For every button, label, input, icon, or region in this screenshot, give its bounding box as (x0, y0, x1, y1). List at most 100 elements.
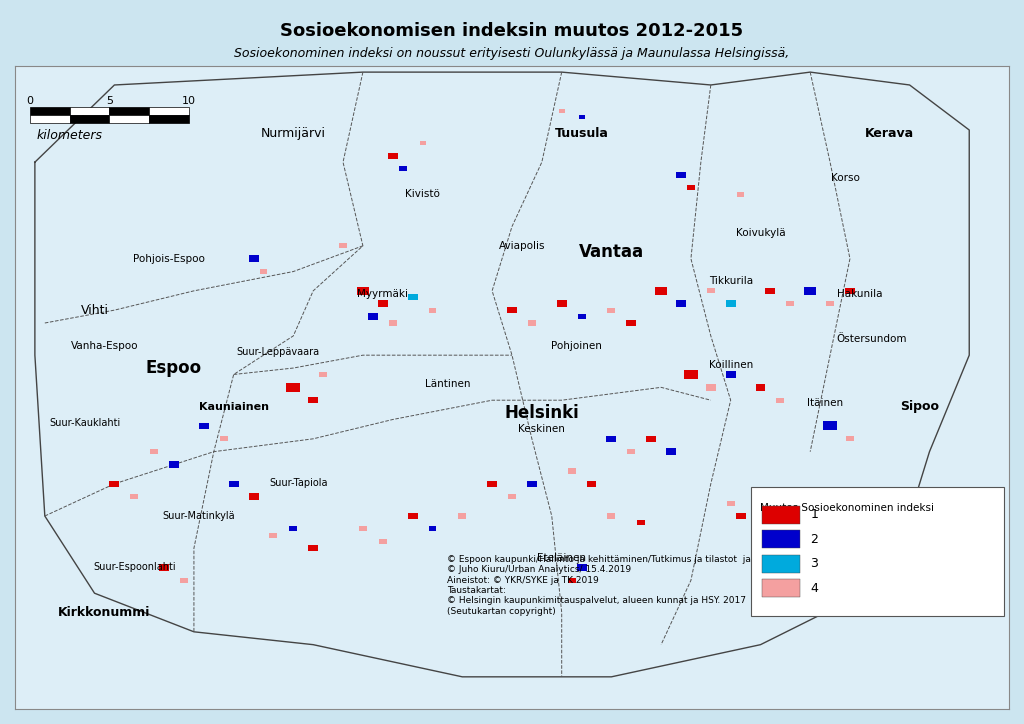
Bar (249, 494, 258, 500)
Text: Koillinen: Koillinen (709, 360, 753, 370)
Text: Pohjois-Espoo: Pohjois-Espoo (133, 253, 205, 264)
Bar (159, 564, 169, 571)
Text: Espoo: Espoo (146, 359, 202, 377)
Text: 2: 2 (810, 533, 818, 546)
Bar (408, 294, 418, 300)
Text: Korso: Korso (830, 173, 859, 183)
Text: Läntinen: Läntinen (425, 379, 470, 389)
Text: 4: 4 (810, 581, 818, 594)
Bar (607, 513, 615, 518)
Bar (567, 468, 575, 473)
Text: Vantaa: Vantaa (579, 243, 644, 261)
Bar (804, 287, 816, 295)
Bar (706, 384, 716, 390)
Bar (763, 579, 801, 597)
Bar (707, 288, 715, 293)
Bar (766, 287, 775, 294)
Text: Aviapolis: Aviapolis (499, 241, 545, 251)
Bar (607, 308, 615, 313)
Bar (786, 301, 795, 306)
Bar (388, 153, 397, 159)
Text: Vanha-Espoo: Vanha-Espoo (71, 340, 138, 350)
Bar (308, 397, 318, 403)
Bar (459, 513, 466, 518)
Bar (606, 436, 616, 442)
Bar (763, 530, 801, 548)
Text: Myyrmäki: Myyrmäki (357, 289, 409, 299)
Text: Östersundom: Östersundom (837, 334, 907, 344)
Bar (110, 107, 150, 115)
Bar (30, 107, 70, 115)
Bar (628, 449, 635, 454)
Text: Koivukylä: Koivukylä (735, 228, 785, 238)
Text: 5: 5 (105, 96, 113, 106)
Bar (646, 436, 656, 442)
Bar (666, 448, 676, 455)
Text: Itäinen: Itäinen (807, 398, 843, 408)
Bar (290, 526, 297, 531)
Text: Keskinen: Keskinen (518, 424, 565, 434)
Bar (379, 539, 387, 544)
Bar (655, 287, 667, 295)
Bar (846, 437, 854, 442)
Bar (389, 321, 396, 326)
Bar (637, 520, 645, 525)
Bar (508, 494, 516, 500)
Bar (627, 320, 636, 327)
Text: Hakunila: Hakunila (838, 289, 883, 299)
Bar (30, 115, 70, 123)
Bar (726, 300, 735, 307)
Bar (220, 437, 227, 442)
Bar (578, 314, 586, 319)
Text: 0: 0 (27, 96, 34, 106)
Bar (776, 397, 784, 403)
Bar (408, 513, 418, 519)
Bar (228, 481, 239, 487)
Bar (150, 115, 189, 123)
Bar (357, 287, 369, 295)
Bar (368, 313, 378, 320)
Bar (359, 526, 367, 531)
Bar (737, 192, 744, 197)
Bar (169, 461, 179, 468)
Text: Tuusula: Tuusula (555, 127, 608, 140)
Text: Helsinki: Helsinki (505, 404, 580, 422)
Bar (150, 107, 189, 115)
Bar (507, 307, 517, 313)
Text: Muutos Sosioekonominen indeksi: Muutos Sosioekonominen indeksi (761, 503, 935, 513)
Bar (845, 287, 855, 294)
Bar (756, 384, 766, 390)
Bar (676, 172, 686, 178)
Bar (130, 494, 138, 500)
Bar (587, 481, 597, 487)
Text: © Espoon kaupunki/Hallinto ja kehittäminen/Tutkimus ja tilastot  ja
© Juho Kiuru: © Espoon kaupunki/Hallinto ja kehittämin… (447, 555, 752, 615)
Text: Kirkkonummi: Kirkkonummi (58, 606, 151, 619)
Text: Pohjoinen: Pohjoinen (551, 340, 602, 350)
Text: Suur-Matinkylä: Suur-Matinkylä (163, 511, 236, 521)
Bar (339, 243, 347, 248)
Bar (726, 371, 735, 378)
Bar (527, 481, 537, 487)
Bar (577, 564, 587, 571)
Bar (735, 513, 745, 519)
Text: 3: 3 (810, 557, 818, 570)
Bar (398, 166, 407, 171)
Bar (70, 115, 110, 123)
Text: Sosioekonominen indeksi on noussut erityisesti Oulunkylässä ja Maunulassa Helsin: Sosioekonominen indeksi on noussut erity… (234, 47, 790, 60)
Text: Nurmijärvi: Nurmijärvi (261, 127, 326, 140)
Bar (151, 449, 158, 454)
Text: Tikkurila: Tikkurila (709, 276, 753, 286)
Bar (319, 372, 327, 377)
Bar (823, 421, 837, 431)
Bar (428, 308, 436, 313)
Bar (110, 115, 150, 123)
Bar (487, 481, 497, 487)
Text: Sipoo: Sipoo (900, 400, 939, 413)
Text: kilometers: kilometers (37, 129, 102, 142)
Bar (687, 185, 695, 190)
Bar (378, 300, 388, 307)
Bar (528, 321, 536, 326)
Bar (763, 505, 801, 523)
Text: Vihti: Vihti (81, 303, 109, 316)
Bar (287, 383, 300, 392)
